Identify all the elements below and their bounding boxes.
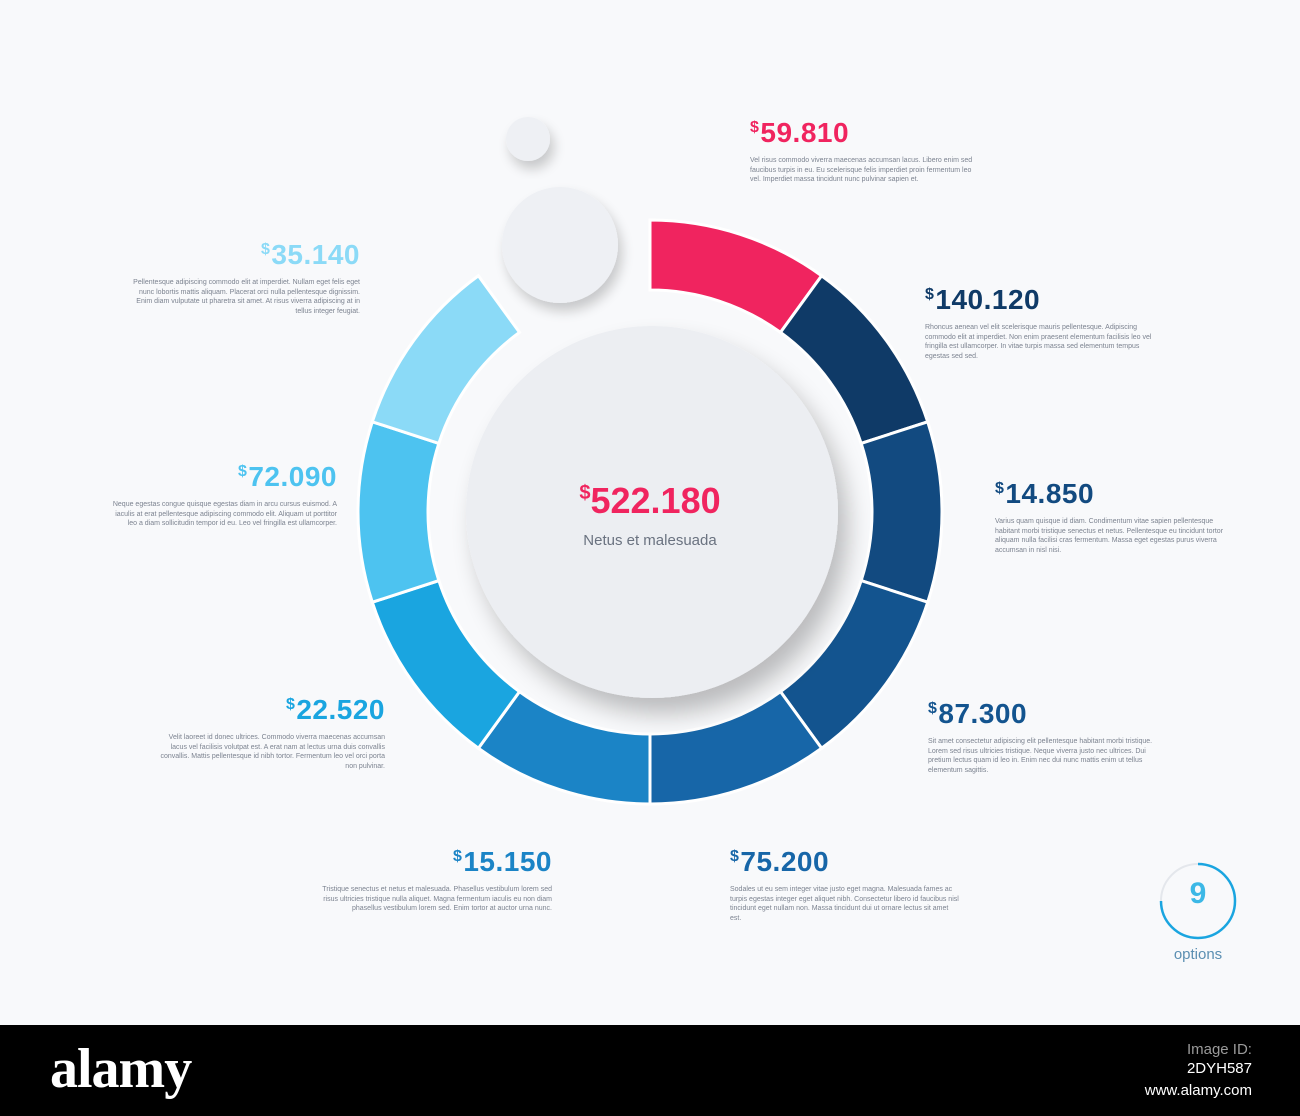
segment-value: $35.140: [260, 239, 360, 270]
decor-circle-medium: [502, 187, 618, 303]
segment-description: Rhoncus aenean vel elit scelerisque maur…: [925, 324, 1152, 360]
segment-description: Velit laoreet id donec ultrices. Commodo…: [160, 734, 386, 770]
segment-description: Sit amet consectetur adipiscing elit pel…: [928, 738, 1153, 774]
options-count-ring: [1159, 862, 1237, 940]
segment-label-5: $75.200 Sodales ut eu sem integer vitae …: [730, 842, 960, 923]
donut-segment-9: [370, 273, 522, 446]
image-id-label: Image ID:: [1186, 1041, 1252, 1058]
segment-label-8: $72.090 Neque egestas congue quisque ege…: [107, 457, 337, 529]
watermark-image-id: Image ID: 2DYH587: [1187, 1040, 1252, 1078]
segment-description: Neque egestas congue quisque egestas dia…: [112, 501, 337, 528]
options-label: options: [1173, 946, 1223, 963]
image-id-value: 2DYH587: [1186, 1060, 1252, 1077]
donut-ring: [356, 218, 944, 806]
options-count: 9: [1189, 877, 1207, 910]
donut-chart: [356, 117, 944, 806]
segment-value: $59.810: [750, 117, 850, 148]
segment-description: Tristique senectus et netus et malesuada…: [322, 886, 552, 913]
watermark-url: www.alamy.com: [1144, 1082, 1252, 1099]
segment-description: Varius quam quisque id diam. Condimentum…: [995, 518, 1224, 554]
donut-segment-3: [859, 419, 944, 605]
segment-description: Vel risus commodo viverra maecenas accum…: [750, 157, 973, 184]
donut-center-disc: [466, 326, 838, 698]
watermark-bar: [0, 1025, 1300, 1116]
segment-label-2: $140.120 Rhoncus aenean vel elit sceleri…: [925, 280, 1155, 361]
segment-value: $22.520: [285, 694, 385, 725]
segment-value: $75.200: [730, 846, 830, 877]
segment-value: $14.850: [995, 478, 1095, 509]
segment-label-1: $59.810 Vel risus commodo viverra maecen…: [750, 113, 980, 185]
center-caption: Netus et malesuada: [583, 532, 717, 549]
segment-label-7: $22.520 Velit laoreet id donec ultrices.…: [155, 690, 386, 771]
segment-label-9: $35.140 Pellentesque adipiscing commodo …: [130, 235, 360, 316]
segment-value: $140.120: [925, 284, 1041, 315]
segment-label-3: $14.850 Varius quam quisque id diam. Con…: [995, 474, 1225, 555]
segment-description: Sodales ut eu sem integer vitae justo eg…: [730, 886, 959, 922]
segment-value: $72.090: [237, 461, 337, 492]
donut-segment-8: [356, 419, 441, 605]
decor-circle-small: [506, 117, 550, 161]
segment-label-4: $87.300 Sit amet consectetur adipiscing …: [928, 694, 1158, 775]
segment-value: $15.150: [452, 846, 552, 877]
watermark-logo: alamy: [50, 1038, 192, 1100]
center-total: $522.180: [579, 480, 721, 521]
segment-description: Pellentesque adipiscing commodo elit at …: [133, 279, 360, 315]
segment-label-6: $15.150 Tristique senectus et netus et m…: [322, 842, 552, 914]
segment-value: $87.300: [928, 698, 1028, 729]
